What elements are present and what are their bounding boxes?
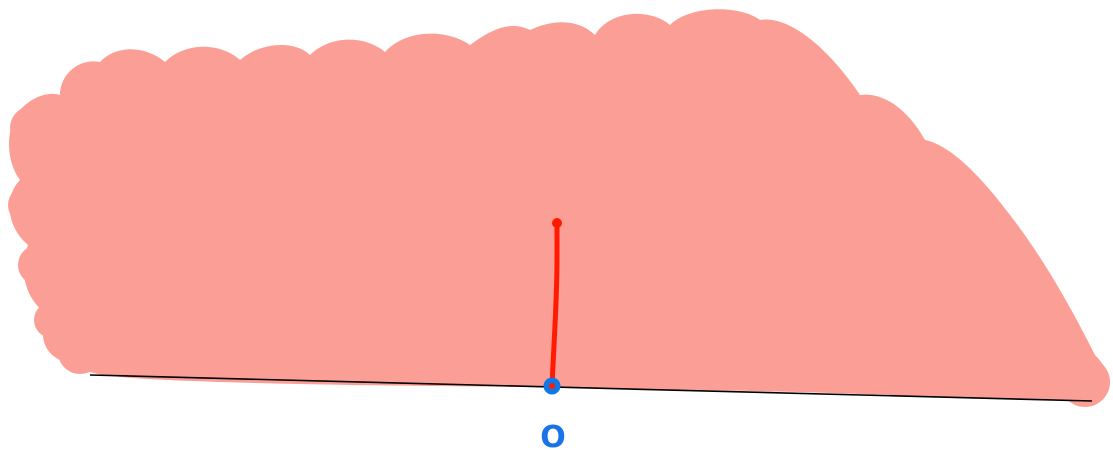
filled-region-bump (18, 245, 58, 285)
segment-top-end (552, 218, 562, 228)
filled-region-bump (1060, 357, 1110, 407)
filled-region-bump (34, 302, 70, 338)
filled-region-body (8, 9, 1108, 401)
filled-region-bump (58, 330, 102, 374)
base-line (89, 374, 1093, 402)
point-o-label: O (540, 420, 566, 450)
height-segment (549, 219, 560, 389)
filled-region-bump (10, 106, 54, 150)
point-o-center (549, 383, 555, 389)
filled-region-bump (8, 185, 48, 225)
filled-region (8, 9, 1110, 407)
